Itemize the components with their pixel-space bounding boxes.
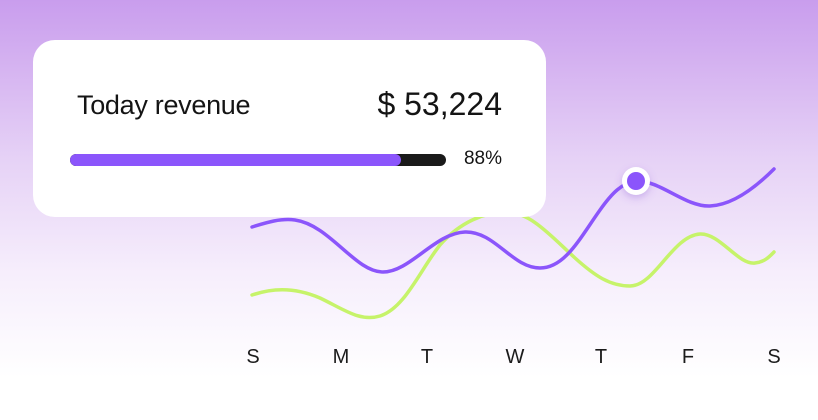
card-title: Today revenue xyxy=(77,90,251,120)
day-label: T xyxy=(594,346,608,368)
day-label: M xyxy=(332,346,350,368)
day-label: S xyxy=(246,346,260,368)
progress-percent: 88% xyxy=(463,148,502,169)
day-label: W xyxy=(505,346,525,368)
day-label: T xyxy=(420,346,434,368)
secondary-series-line xyxy=(250,210,776,320)
day-label: S xyxy=(767,346,781,368)
progress-bar xyxy=(70,154,446,166)
revenue-card: Today revenue $ 53,224 88% xyxy=(33,40,546,217)
day-label: F xyxy=(681,346,695,368)
highlight-point-dot xyxy=(627,172,645,190)
primary-series-line xyxy=(250,167,776,274)
revenue-amount: $ 53,224 xyxy=(377,86,502,122)
progress-bar-fill xyxy=(70,154,401,166)
